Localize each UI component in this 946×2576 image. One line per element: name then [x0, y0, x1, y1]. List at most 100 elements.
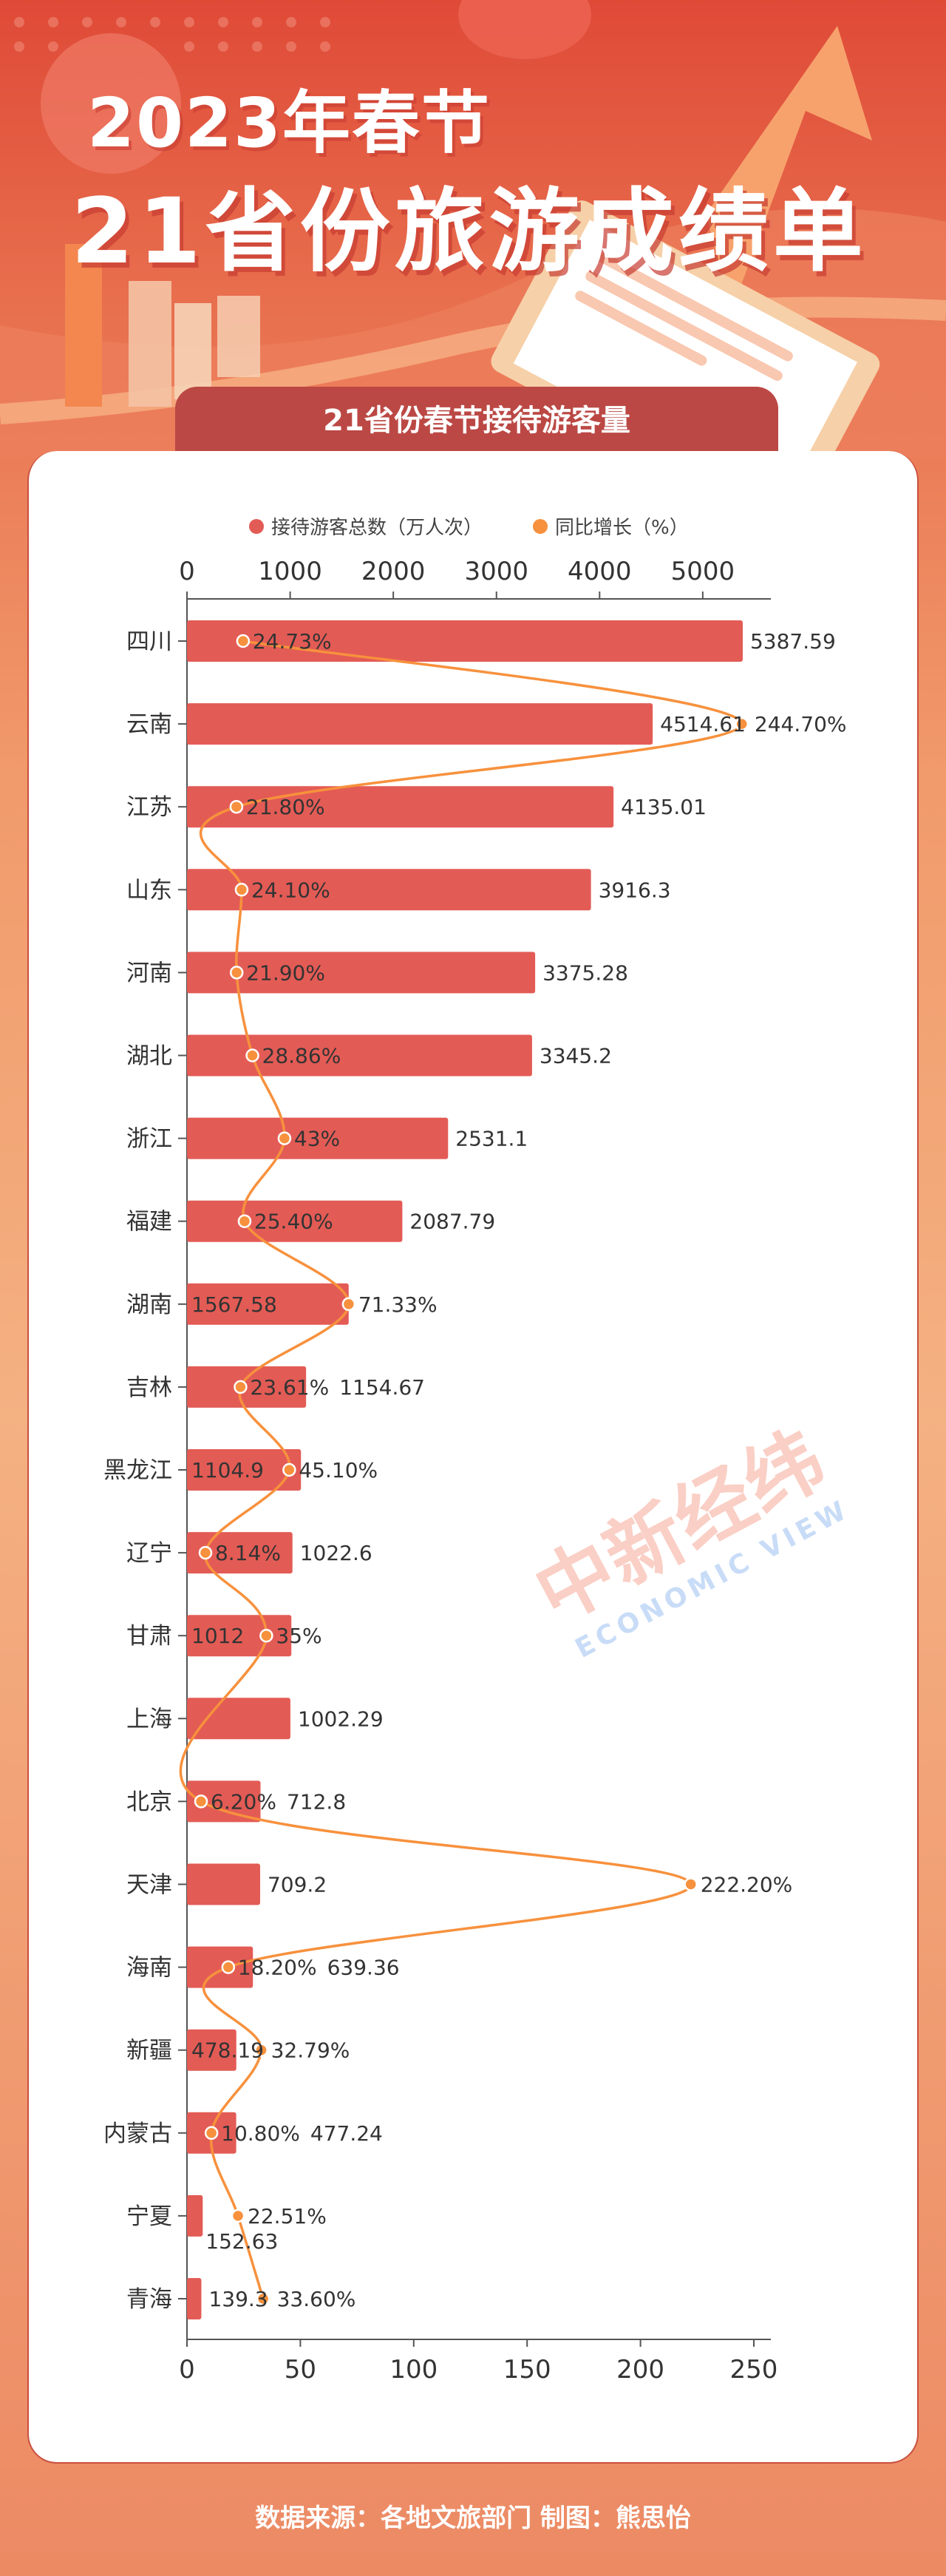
bar-辽宁: [187, 1532, 293, 1574]
growth-point: [198, 1545, 213, 1560]
top-axis-tick-label: 0: [179, 557, 195, 586]
bar-value-label: 2087.79: [409, 1210, 495, 1234]
top-axis-tick-label: 5000: [671, 557, 735, 586]
growth-label: 21.90%: [246, 960, 325, 985]
top-axis-tick-label: 2000: [361, 557, 426, 586]
growth-point: [236, 634, 251, 648]
growth-label: 25.40%: [254, 1210, 333, 1234]
bottom-axis-tick-label: 0: [179, 2355, 195, 2385]
bar-青海: [187, 2278, 202, 2319]
category-label: 内蒙古: [103, 2121, 172, 2147]
bar-value-label: 478.19: [191, 2038, 264, 2063]
bar-value-label: 152.63: [205, 2229, 278, 2254]
bar-value-label: 709.2: [268, 1873, 327, 1897]
category-label: 四川: [126, 628, 172, 655]
legend-bar-label: 接待游客总数（万人次）: [271, 517, 483, 539]
growth-point: [229, 966, 244, 980]
legend-bar-marker: [249, 519, 264, 534]
category-label: 云南: [126, 711, 172, 738]
category-label: 黑龙江: [103, 1457, 172, 1484]
growth-point: [277, 1131, 292, 1145]
bottom-axis-tick-label: 250: [730, 2355, 778, 2385]
bar-value-label: 1002.29: [298, 1706, 384, 1731]
growth-label: 18.20%: [238, 1956, 317, 1980]
growth-point: [256, 2291, 270, 2306]
category-label: 辽宁: [126, 1540, 172, 1567]
growth-point: [282, 1462, 296, 1477]
bar-福建: [187, 1200, 403, 1242]
category-label: 江苏: [126, 794, 172, 821]
category-label: 浙江: [126, 1126, 172, 1153]
bar-云南: [187, 703, 653, 745]
growth-point: [259, 1628, 273, 1643]
bar-value-label: 5387.59: [750, 629, 836, 654]
bar-value-label: 712.8: [287, 1789, 346, 1814]
growth-label: 21.80%: [246, 795, 325, 819]
growth-point: [229, 799, 244, 814]
growth-label: 71.33%: [358, 1292, 438, 1317]
dots-pattern: [14, 17, 330, 52]
category-label: 青海: [126, 2286, 172, 2313]
bar-value-label: 4514.61: [660, 712, 746, 736]
bar-湖南: [187, 1283, 349, 1325]
legend-line-label: 同比增长（%）: [555, 517, 689, 539]
category-label: 新疆: [126, 2038, 172, 2064]
title-line-1: 2023年春节: [87, 84, 491, 163]
bar-value-label: 3375.28: [542, 960, 628, 985]
bar-黑龙江: [187, 1449, 302, 1491]
growth-label: 10.80%: [221, 2121, 300, 2146]
footer-source: 数据来源：各地文旅部门 制图：熊思怡: [255, 2504, 691, 2533]
bar-value-label: 1567.58: [191, 1292, 277, 1317]
growth-label: 23.61%: [250, 1375, 329, 1400]
category-label: 吉林: [126, 1375, 172, 1401]
growth-label: 24.73%: [253, 629, 332, 654]
growth-point: [194, 1794, 208, 1809]
bar-浙江: [187, 1117, 449, 1159]
growth-point: [221, 1960, 236, 1974]
bar-value-label: 139.3: [208, 2287, 268, 2311]
growth-label: 22.51%: [248, 2204, 327, 2228]
growth-label: 43%: [294, 1127, 340, 1151]
bar-宁夏: [187, 2194, 203, 2237]
bar-湖北: [187, 1034, 532, 1077]
top-axis-tick-label: 4000: [568, 557, 632, 586]
category-label: 北京: [126, 1789, 172, 1815]
circle-deco: [458, 0, 591, 59]
bottom-axis-tick-label: 50: [285, 2355, 316, 2385]
growth-point: [684, 1877, 698, 1891]
arrow-up-icon: [706, 26, 872, 311]
category-label: 湖南: [126, 1292, 172, 1318]
bar-value-label: 1154.67: [339, 1375, 425, 1400]
bar-河南: [187, 952, 536, 994]
growth-label: 244.70%: [755, 712, 847, 736]
category-label: 河南: [126, 960, 172, 986]
growth-point: [341, 1297, 356, 1312]
bar-北京: [187, 1780, 261, 1823]
circle-deco: [41, 33, 181, 174]
bar-value-label: 639.36: [327, 1956, 400, 1980]
category-label: 上海: [126, 1706, 172, 1732]
growth-label: 24.10%: [251, 878, 330, 902]
growth-label: 28.86%: [262, 1044, 341, 1068]
bar-value-label: 477.24: [310, 2121, 383, 2146]
category-label: 宁夏: [126, 2203, 172, 2230]
growth-label: 32.79%: [271, 2038, 350, 2063]
category-label: 海南: [126, 1955, 172, 1982]
bar-value-label: 3916.3: [599, 878, 671, 902]
section-title: 21省份春节接待游客量: [175, 387, 778, 457]
growth-point: [254, 2043, 268, 2057]
bar-value-label: 1104.9: [191, 1458, 264, 1482]
title-line-2: 21省份旅游成绩单: [71, 179, 868, 284]
category-label: 山东: [126, 877, 172, 904]
category-label: 福建: [126, 1209, 172, 1236]
growth-point: [231, 2209, 245, 2223]
bar-山东: [187, 869, 591, 911]
growth-label: 35%: [276, 1624, 321, 1648]
bar-江苏: [187, 786, 614, 828]
category-label: 天津: [126, 1872, 172, 1899]
category-label: 湖北: [126, 1043, 172, 1070]
category-label: 甘肃: [126, 1623, 172, 1650]
top-axis-tick-label: 1000: [258, 557, 322, 586]
growth-label: 8.14%: [215, 1541, 281, 1565]
